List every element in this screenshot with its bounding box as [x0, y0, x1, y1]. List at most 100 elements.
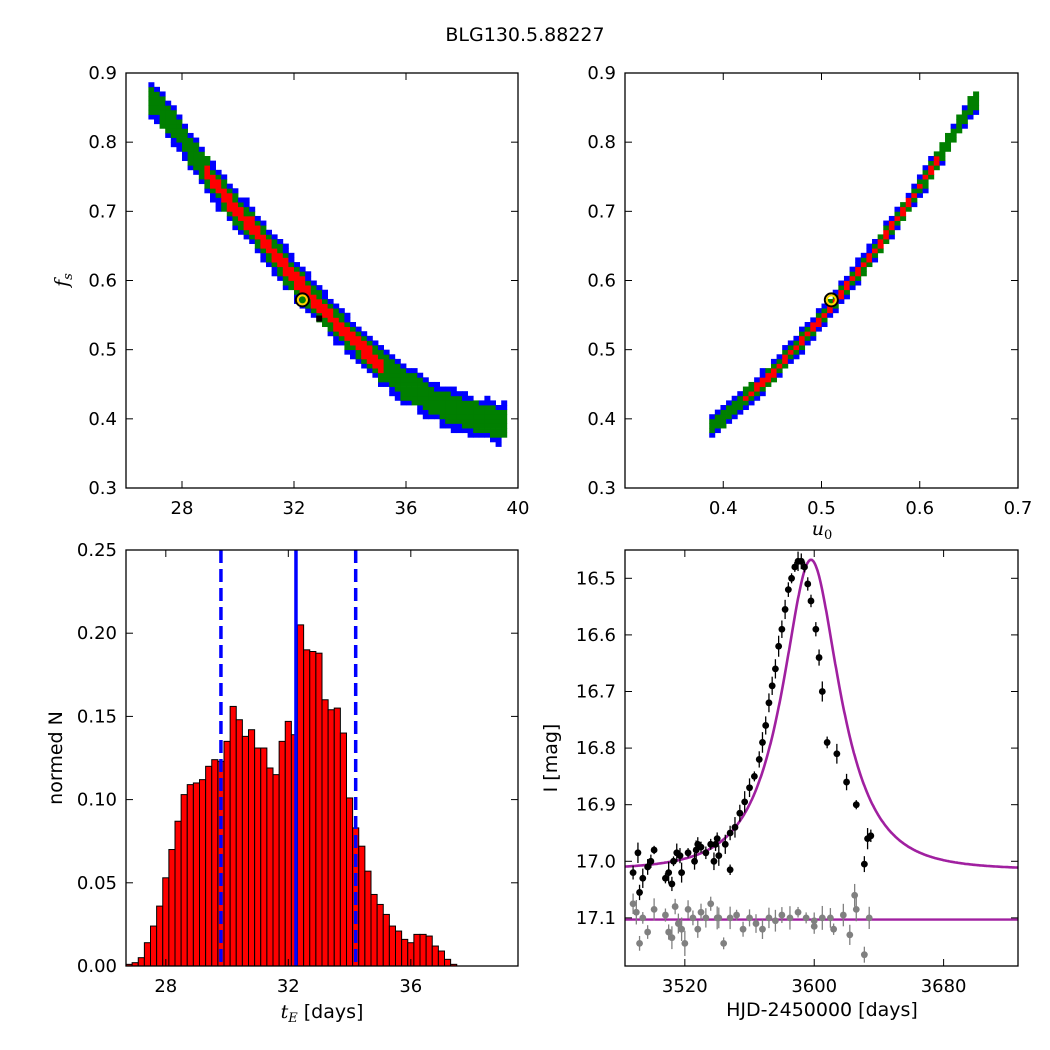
tE-fs-cell-39 — [333, 317, 340, 323]
tE-fs-cell-95 — [210, 197, 216, 203]
tE-fs-cell-95 — [501, 400, 508, 406]
lc-data-point — [818, 688, 826, 695]
tE-fs-cell-68 — [361, 358, 368, 364]
tE-fs-cell-39 — [221, 197, 228, 203]
tE-fs-cell-68 — [383, 377, 390, 383]
u0-fs-cell-95 — [776, 354, 783, 360]
tE-fs-cell-39 — [282, 266, 289, 272]
lc-data-point — [670, 857, 677, 865]
tE-fs-cell-39 — [254, 229, 261, 235]
tE-fs-cell-68 — [400, 368, 407, 374]
tE-fs-cell-68 — [383, 358, 390, 364]
tE-fs-cell-68 — [355, 349, 362, 355]
tE-fs-cell-68 — [204, 179, 211, 185]
tE-fs-cell-68 — [490, 414, 496, 420]
u0-fs-cell-68 — [883, 239, 890, 245]
tE-fs-cell-39 — [310, 303, 317, 309]
tE-fs-cell-68 — [210, 188, 216, 194]
lc-resid-point — [794, 908, 802, 916]
hist-bar — [143, 942, 151, 967]
tE-fs-cell-39 — [266, 248, 272, 254]
tE-fs-cell-68 — [159, 105, 166, 111]
tE-fs-cell-68 — [249, 234, 256, 240]
tE-fs-cell-39 — [221, 188, 228, 194]
tE-fs-cell-68 — [456, 414, 463, 420]
u0-fs-cell-95 — [714, 428, 721, 434]
tE-fs-min-chi2 — [316, 315, 323, 322]
tE-fs-cell-68 — [456, 409, 463, 415]
tE-fs-cell-95 — [344, 349, 351, 355]
tE-fs-cell-68 — [165, 105, 172, 111]
tE-fs-cell-68 — [344, 340, 351, 346]
lc-resid-point — [707, 900, 715, 908]
tE-fs-cell-39 — [350, 335, 356, 341]
u0-fs-cell-68 — [742, 386, 749, 392]
tE-fs-cell-68 — [238, 220, 244, 226]
tE-fs-cell-68 — [355, 354, 362, 360]
tE-fs-cell-68 — [193, 142, 200, 148]
u0-fs-cell-68 — [832, 303, 839, 309]
u0-fs-cell-68 — [973, 96, 980, 102]
tE-fs-cell-95 — [176, 114, 183, 120]
tE-fs-cell-68 — [182, 146, 188, 152]
tE-fs-cell-68 — [148, 100, 155, 106]
lc-resid-point — [684, 906, 692, 913]
tE-fs-cell-68 — [445, 409, 452, 415]
u0-fs-cell-68 — [804, 326, 811, 332]
hist-bar — [223, 740, 231, 967]
u0-fs-cell-68 — [922, 169, 929, 175]
tE-hist-ytick-label: 0.20 — [77, 623, 117, 644]
u0-fs-cell-39 — [905, 197, 912, 203]
u0-fs-cell-95 — [799, 326, 806, 332]
u0-fs-cell-95 — [967, 114, 974, 120]
tE-fs-cell-95 — [310, 312, 317, 318]
u0-fs-cell-95 — [855, 280, 862, 286]
lightcurve-ytick-label: 16.8 — [576, 738, 616, 759]
u0-fs-cell-39 — [799, 335, 806, 341]
u0-fs-cell-68 — [939, 151, 946, 157]
u0-fs-cell-95 — [709, 414, 716, 420]
hist-bar — [241, 735, 249, 967]
hist-bar — [321, 699, 329, 967]
tE-fs-cell-68 — [282, 275, 289, 281]
tE-fs-cell-68 — [434, 395, 440, 401]
u0-fs-cell-68 — [933, 165, 940, 171]
tE-fs-cell-39 — [204, 174, 211, 180]
tE-fs-cell-68 — [478, 405, 485, 411]
u0-fs-cell-68 — [922, 179, 929, 185]
tE-fs-cell-95 — [361, 331, 368, 337]
tE-fs-cell-68 — [445, 418, 452, 424]
lc-resid-point — [668, 934, 676, 942]
tE-fs-cell-68 — [389, 368, 396, 374]
tE-fs-cell-68 — [226, 211, 233, 217]
tE-fs-cell-95 — [462, 428, 468, 434]
u0-fs-cell-95 — [888, 215, 895, 221]
lightcurve-axes: 3520 3600 3680 16.5 16.6 16.7 16.8 16.9 17.0 17.1 — [576, 549, 1019, 997]
tE-fs-cell-68 — [170, 123, 177, 129]
u0-fs-best-fit-outer — [823, 292, 839, 308]
tE-fs-cell-68 — [428, 400, 435, 406]
tE-fs-cell-68 — [467, 400, 474, 406]
hist-bar — [254, 747, 262, 967]
tE-fs-cell-95 — [266, 262, 272, 268]
tE-fs-cell-68 — [445, 395, 452, 401]
tE-fs-cell-39 — [310, 298, 317, 304]
tE-fs-cell-39 — [305, 289, 312, 295]
tE-fs-cell-95 — [154, 119, 160, 125]
lc-resid-point — [662, 911, 669, 919]
u0-fs-cell-68 — [945, 142, 952, 148]
lc-resid-point — [697, 908, 705, 916]
tE-fs-cell-68 — [170, 132, 177, 138]
tE-fs-cell-68 — [462, 418, 468, 424]
tE-fs-cell-68 — [473, 400, 480, 406]
u0-fs-cell-68 — [866, 262, 873, 268]
u0-fs-cell-95 — [916, 174, 923, 180]
lc-resid-point — [726, 914, 734, 922]
tE-fs-cell-68 — [322, 317, 328, 323]
u0-fs-cell-95 — [804, 340, 811, 346]
u0-fs-ytick-label: 0.6 — [587, 271, 616, 292]
hist-bar — [180, 794, 188, 967]
tE-fs-cell-95 — [305, 275, 312, 281]
u0-fs-cell-95 — [950, 123, 957, 129]
u0-fs-cell-39 — [787, 349, 794, 355]
